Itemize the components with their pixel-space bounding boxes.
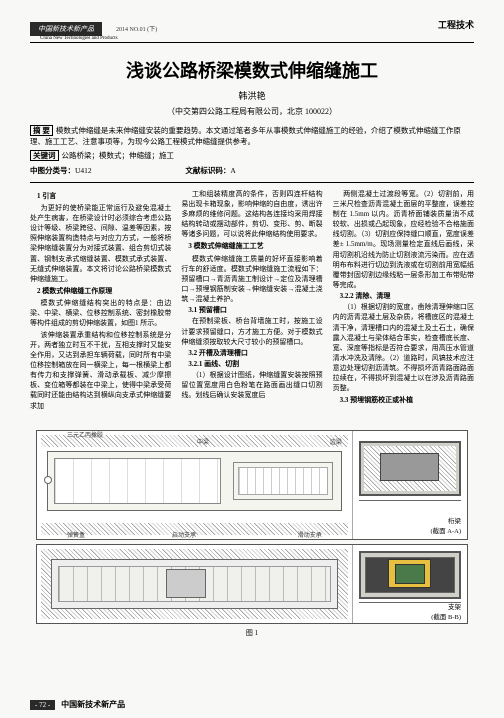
classification: 中图分类号：U412 文献标识码：A	[30, 165, 474, 176]
figure-caption: 图 1	[36, 628, 468, 638]
journal-logo: 中国新技术新产品	[30, 22, 102, 36]
page-footer: - 72 - 中国新技术新产品	[30, 699, 125, 710]
affiliation: （中交第四公路工程局有限公司，北京 100022）	[30, 106, 474, 117]
column-2: 工和组装精度高的条件，否则四连杆结构易出现卡箱现象，影响伸缩的自由度，诱出许多麻…	[181, 189, 322, 412]
author-name: 韩洪艳	[30, 89, 474, 102]
body-columns: 1 引言 为更好的使桥梁能正常运行及避免混凝土处产生病害，在桥梁设计时必须综合考…	[30, 189, 474, 412]
category-label: 工程技术	[438, 18, 474, 31]
journal-en: China New Technologies and Products	[40, 36, 474, 41]
issue-info: 2014 NO.01 (下)	[116, 27, 157, 33]
abstract: 摘 要模数式伸缩缝是未来伸缩缝安装的重要趋势。本文通过笔者多年从事模数式伸缩缝施…	[30, 125, 474, 148]
keywords: 关键词公路桥梁；模数式；伸缩缝；施工	[30, 150, 474, 161]
article-title: 浅谈公路桥梁模数式伸缩缝施工	[30, 57, 474, 83]
figure-1: 三元乙丙橡胶 中梁 边梁 弹簧盒 启动支承 滑动支承 桁梁 (截面 A-A)	[30, 420, 474, 644]
column-1: 1 引言 为更好的使桥梁能正常运行及避免混凝土处产生病害，在桥梁设计时必须综合考…	[30, 189, 171, 412]
column-3: 两侧混凝土过渡段等宽。（2）切割前，用三米尺检查沥青混凝土面层的平整度，误差控制…	[333, 189, 474, 412]
